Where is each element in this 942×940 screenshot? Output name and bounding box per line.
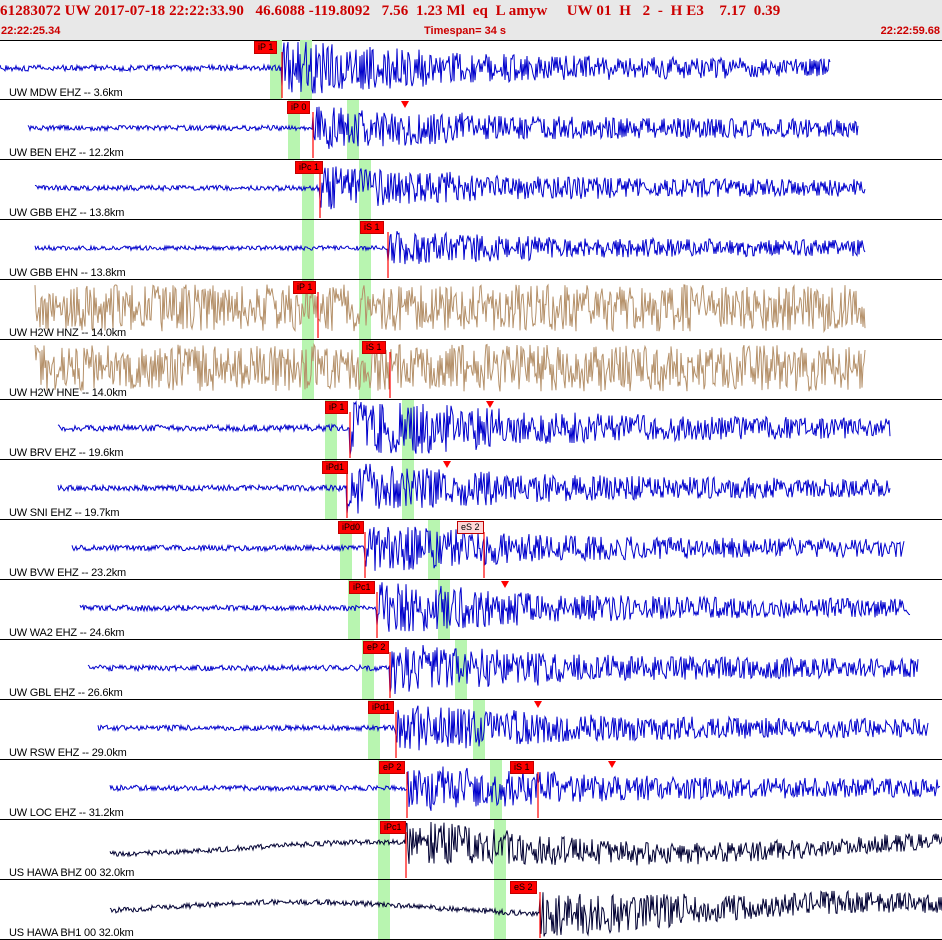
station-label: UW BVW EHZ -- 23.2km	[9, 567, 127, 579]
station-label: UW RSW EHZ -- 29.0km	[9, 747, 127, 759]
event-header: 61283072 UW 2017-07-18 22:22:33.90 46.60…	[0, 0, 942, 41]
station-label: UW GBB EHN -- 13.8km	[9, 267, 126, 279]
p-window	[378, 880, 390, 939]
waveform-trace	[109, 766, 941, 811]
station-label: UW MDW EHZ -- 3.6km	[9, 87, 123, 99]
waveform-trace	[57, 463, 891, 514]
end-time: 22:22:59.68	[880, 25, 940, 37]
waveform-trace	[97, 705, 929, 751]
p-window	[362, 640, 374, 699]
waveform-trace	[109, 821, 942, 866]
waveform-trace	[109, 889, 942, 937]
timespan: Timespan= 34 s	[424, 25, 507, 37]
station-label: UW H2W HNZ -- 14.0km	[9, 327, 127, 339]
s-window	[473, 700, 485, 759]
station-label: UW H2W HNE -- 14.0km	[9, 387, 127, 399]
theoretical-arrival-marker	[401, 101, 409, 108]
pick-label[interactable]: iPd1	[322, 461, 349, 474]
station-label: UW BRV EHZ -- 19.6km	[9, 447, 124, 459]
waveform-trace	[34, 283, 866, 334]
station-label: UW GBB EHZ -- 13.8km	[9, 207, 125, 219]
p-window	[302, 220, 314, 279]
waveform-trace	[34, 231, 866, 265]
theoretical-arrival-marker	[501, 581, 509, 588]
station-label: UW WA2 EHZ -- 24.6km	[9, 627, 125, 639]
pick-label[interactable]: iP 1	[293, 281, 317, 294]
station-label: UW GBL EHZ -- 26.6km	[9, 687, 123, 699]
station-label: UW SNI EHZ -- 19.7km	[9, 507, 120, 519]
waveform-trace	[27, 106, 859, 149]
s-window	[300, 40, 312, 99]
pick-label[interactable]: iP 1	[325, 401, 349, 414]
station-label: UW BEN EHZ -- 12.2km	[9, 147, 124, 159]
p-window	[340, 520, 352, 579]
waveform-trace	[79, 582, 911, 632]
waveform-trace	[0, 41, 831, 94]
p-window	[302, 160, 314, 219]
p-window	[288, 100, 300, 159]
pick-label[interactable]: eS 2	[510, 881, 537, 894]
theoretical-arrival-marker	[534, 701, 542, 708]
s-window	[402, 460, 414, 519]
start-time: 22:22:25.34	[1, 25, 61, 37]
pick-label[interactable]: iPc1	[349, 581, 375, 594]
pick-label[interactable]: eS 2	[457, 521, 484, 534]
theoretical-arrival-marker	[443, 461, 451, 468]
event-summary: 61283072 UW 2017-07-18 22:22:33.90 46.60…	[0, 3, 781, 19]
pick-label[interactable]: iP 1	[254, 41, 278, 54]
pick-label[interactable]: iPd0	[338, 521, 365, 534]
s-window	[359, 220, 371, 279]
pick-label[interactable]: eP 2	[379, 761, 406, 774]
station-label: US HAWA BHZ 00 32.0km	[9, 867, 135, 879]
pick-label[interactable]: iS 1	[360, 221, 384, 234]
station-label: US HAWA BH1 00 32.0km	[9, 927, 134, 939]
s-window	[347, 100, 359, 159]
trace-panel[interactable]: iP 1 UW MDW EHZ -- 3.6km iP 0 UW BEN EHZ --…	[0, 40, 942, 940]
waveform-trace	[71, 526, 905, 571]
pick-label[interactable]: iS 1	[362, 341, 386, 354]
waveform-trace	[34, 166, 866, 210]
p-window	[378, 820, 390, 879]
theoretical-arrival-marker	[608, 761, 616, 768]
waveform-trace	[57, 400, 891, 456]
station-label: UW LOC EHZ -- 31.2km	[9, 807, 124, 819]
waveform-canvas[interactable]	[0, 40, 942, 940]
pick-label[interactable]: iS 1	[510, 761, 534, 774]
theoretical-arrival-marker	[486, 401, 494, 408]
waveform-trace	[87, 645, 919, 695]
waveform-trace	[34, 342, 866, 392]
p-window	[325, 460, 337, 519]
s-window	[494, 880, 506, 939]
s-window	[494, 820, 506, 879]
pick-label[interactable]: eP 2	[363, 641, 390, 654]
pick-label[interactable]: iPd1	[368, 701, 395, 714]
pick-label[interactable]: iPc1	[380, 821, 406, 834]
pick-label[interactable]: iP 0	[287, 101, 311, 114]
pick-label[interactable]: iPc 1	[295, 161, 324, 174]
p-window	[348, 580, 360, 639]
